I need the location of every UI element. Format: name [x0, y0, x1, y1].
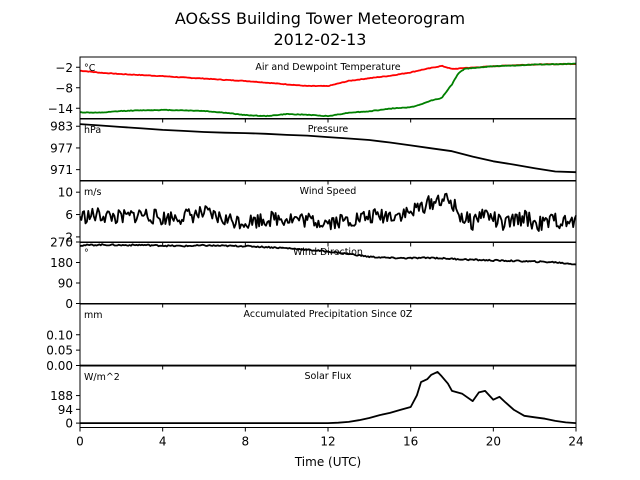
y-tick-label-2-2: 2	[65, 230, 73, 244]
x-tick-label-0: 0	[76, 435, 84, 449]
panel-title-0: Air and Dewpoint Temperature	[255, 62, 400, 73]
panel-title-2: Wind Speed	[300, 186, 357, 197]
y-tick-label-2-0: 10	[58, 186, 73, 200]
panel-title-1: Pressure	[308, 124, 349, 135]
y-tick-label-4-0: 0.10	[46, 328, 73, 342]
panel-unit-5: W/m^2	[84, 372, 120, 383]
x-tick-label-1: 4	[159, 435, 167, 449]
y-tick-label-1-2: 971	[50, 163, 73, 177]
y-tick-label-5-0: 188	[50, 389, 73, 403]
panel-title-5: Solar Flux	[305, 371, 352, 382]
y-tick-label-2-1: 6	[65, 208, 73, 222]
panel-3: 270 180 90 0 ° Wind Direction	[50, 236, 577, 311]
y-tick-label-0-0: −2	[55, 61, 73, 75]
series-line-3-default	[79, 243, 577, 266]
y-tick-label-3-0: 270	[50, 236, 73, 250]
panel-unit-2: m/s	[84, 187, 101, 198]
y-tick-label-4-1: 0.05	[46, 344, 73, 358]
y-tick-label-5-2: 0	[65, 417, 73, 431]
x-axis-label: Time (UTC)	[294, 455, 361, 469]
chart-title-line2: 2012-02-13	[274, 30, 367, 49]
panel-unit-1: hPa	[84, 125, 101, 136]
panel-1: 983 977 971 hPa Pressure	[50, 118, 577, 185]
y-tick-label-3-1: 180	[50, 256, 73, 270]
chart-title-line1: AO&SS Building Tower Meteorogram	[175, 9, 465, 28]
panel-title-4: Accumulated Precipitation Since 0Z	[244, 309, 413, 320]
x-tick-label-4: 16	[403, 435, 418, 449]
x-tick-label-3: 12	[320, 435, 335, 449]
y-tick-label-5-1: 94	[58, 403, 73, 417]
y-tick-label-1-1: 977	[50, 141, 73, 155]
panel-unit-0: °C	[84, 63, 96, 74]
y-tick-label-0-1: −8	[55, 81, 73, 95]
series-line-1-default	[79, 123, 577, 174]
panel-unit-4: mm	[84, 310, 103, 321]
panel-2: 10 6 2 m/s Wind Speed	[58, 180, 577, 247]
y-tick-label-1-0: 983	[50, 120, 73, 134]
x-tick-label-5: 20	[486, 435, 501, 449]
x-tick-label-6: 24	[568, 435, 583, 449]
y-tick-label-0-2: −14	[48, 102, 73, 116]
series-line-5-default	[80, 370, 577, 425]
panel-4: 0.10 0.050.00 mm Accumulated Precipitation …	[46, 303, 577, 373]
panel-unit-3: °	[84, 248, 89, 259]
y-tick-label-4-2: 0.00	[46, 359, 73, 373]
panel-title-3: Wind Direction	[293, 247, 363, 258]
series-line-2-default	[79, 192, 577, 232]
y-tick-label-3-2: 90	[58, 277, 73, 291]
panel-0: −2 −8 −14 °C Air and Dewpoint Temperature	[48, 56, 577, 123]
x-tick-label-2: 8	[242, 435, 250, 449]
y-tick-label-3-3: 0	[65, 297, 73, 311]
series-line-0-dewpoint	[80, 62, 577, 118]
